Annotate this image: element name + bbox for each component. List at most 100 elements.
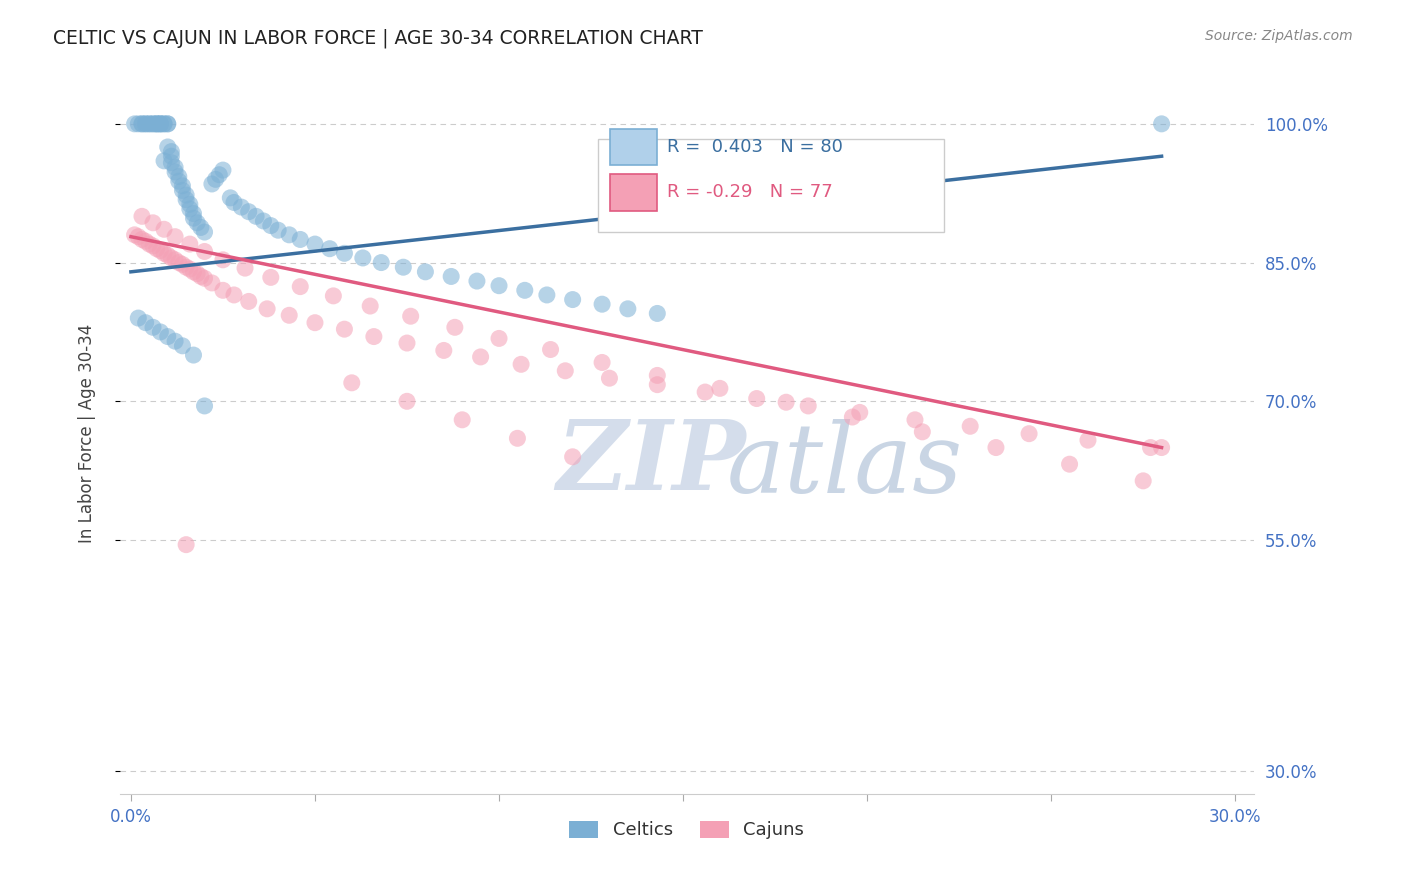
Point xyxy=(745,392,768,406)
Point xyxy=(1150,441,1173,455)
Point xyxy=(165,165,187,179)
Point xyxy=(208,168,231,182)
Point xyxy=(135,235,157,249)
Point xyxy=(415,265,437,279)
Point xyxy=(513,283,536,297)
Point xyxy=(156,140,179,154)
Point xyxy=(536,288,558,302)
Point xyxy=(222,288,245,302)
Point xyxy=(183,211,205,226)
Point xyxy=(598,371,620,385)
Point xyxy=(591,297,613,311)
Legend: Celtics, Cajuns: Celtics, Cajuns xyxy=(569,821,804,839)
Point xyxy=(470,350,492,364)
Point xyxy=(1077,433,1099,447)
Point xyxy=(222,195,245,210)
Point xyxy=(165,252,187,267)
Point xyxy=(267,223,290,237)
Point xyxy=(179,202,201,216)
Point xyxy=(124,227,146,242)
Point xyxy=(1059,457,1081,471)
Point xyxy=(149,244,172,258)
Point xyxy=(190,220,212,235)
Point xyxy=(392,260,415,275)
Point xyxy=(174,193,197,207)
Point xyxy=(709,381,731,395)
Point xyxy=(193,225,215,239)
Point xyxy=(145,117,167,131)
Point xyxy=(399,310,422,324)
Point xyxy=(510,357,533,371)
Text: atlas: atlas xyxy=(727,419,963,513)
Point xyxy=(193,271,215,285)
Point xyxy=(138,117,160,131)
Point xyxy=(172,183,194,197)
Point xyxy=(554,364,576,378)
Point xyxy=(797,399,820,413)
Point xyxy=(174,188,197,202)
Point xyxy=(219,191,242,205)
Point xyxy=(352,251,374,265)
Point xyxy=(172,257,194,271)
Point xyxy=(333,322,356,336)
Point xyxy=(135,117,157,131)
Point xyxy=(183,348,205,362)
Point xyxy=(645,306,668,320)
Point xyxy=(127,117,149,131)
Point xyxy=(260,270,283,285)
Point xyxy=(440,269,463,284)
Point xyxy=(179,262,201,277)
Point xyxy=(256,301,278,316)
Point xyxy=(904,413,927,427)
Point xyxy=(193,399,215,413)
Point xyxy=(167,255,190,269)
Point xyxy=(290,232,312,246)
Point xyxy=(1132,474,1154,488)
Text: ZIP: ZIP xyxy=(557,416,747,509)
Point xyxy=(561,450,583,464)
Point xyxy=(156,329,179,343)
Point xyxy=(395,394,418,409)
Point xyxy=(333,246,356,260)
Point xyxy=(153,117,176,131)
Point xyxy=(363,329,385,343)
Point xyxy=(149,325,172,339)
Y-axis label: In Labor Force | Age 30-34: In Labor Force | Age 30-34 xyxy=(79,324,96,543)
FancyBboxPatch shape xyxy=(610,128,657,165)
Point xyxy=(127,311,149,326)
Point xyxy=(174,538,197,552)
Point xyxy=(142,117,165,131)
Point xyxy=(252,214,274,228)
Point xyxy=(149,117,172,131)
Point xyxy=(238,294,260,309)
Point xyxy=(142,117,165,131)
Point xyxy=(165,229,187,244)
Point xyxy=(488,278,510,293)
Point xyxy=(1150,117,1173,131)
Point xyxy=(465,274,488,288)
Point xyxy=(174,260,197,275)
Point xyxy=(179,237,201,252)
Point xyxy=(212,252,235,267)
Text: CELTIC VS CAJUN IN LABOR FORCE | AGE 30-34 CORRELATION CHART: CELTIC VS CAJUN IN LABOR FORCE | AGE 30-… xyxy=(53,29,703,48)
Point xyxy=(160,155,183,169)
Point xyxy=(138,237,160,252)
Point xyxy=(153,246,176,260)
Point xyxy=(260,219,283,233)
Point xyxy=(591,355,613,369)
Point xyxy=(183,265,205,279)
Point xyxy=(290,279,312,293)
Point xyxy=(145,242,167,256)
Point xyxy=(561,293,583,307)
Point xyxy=(322,289,344,303)
Point xyxy=(186,216,208,230)
Text: R =  0.403   N = 80: R = 0.403 N = 80 xyxy=(668,137,844,155)
Point xyxy=(231,200,253,214)
Point xyxy=(370,255,392,269)
Point xyxy=(138,117,160,131)
Point xyxy=(617,301,640,316)
Point xyxy=(156,248,179,262)
Point xyxy=(142,320,165,334)
Point xyxy=(145,117,167,131)
Point xyxy=(124,117,146,131)
